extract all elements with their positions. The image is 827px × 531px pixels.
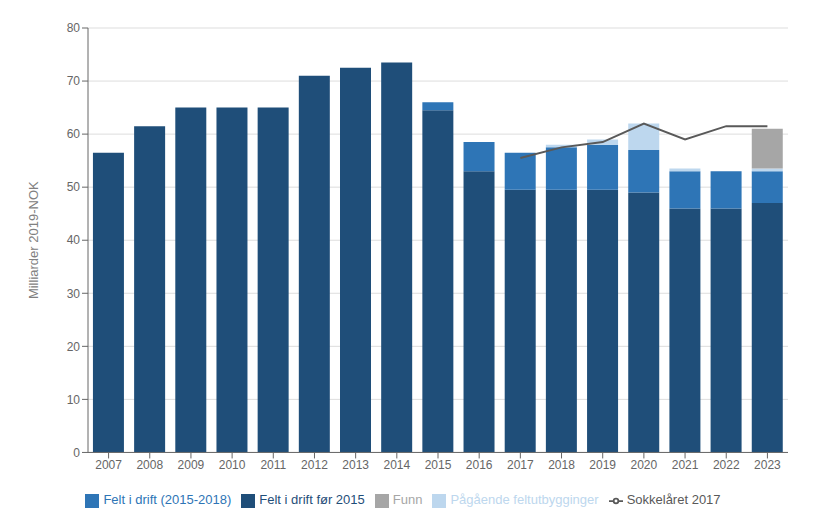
svg-text:70: 70 (67, 74, 81, 88)
svg-text:80: 80 (67, 21, 81, 35)
svg-text:50: 50 (67, 180, 81, 194)
svg-text:2022: 2022 (713, 458, 740, 472)
svg-text:2014: 2014 (383, 458, 410, 472)
svg-text:30: 30 (67, 287, 81, 301)
svg-text:0: 0 (73, 446, 80, 460)
svg-text:Milliarder 2019-NOK: Milliarder 2019-NOK (26, 181, 41, 299)
svg-text:2009: 2009 (178, 458, 205, 472)
svg-text:2016: 2016 (466, 458, 493, 472)
svg-text:2017: 2017 (507, 458, 534, 472)
html-text:Sokkelåret 2017: Sokkelåret 2017 (626, 492, 721, 508)
svg-text:20: 20 (67, 340, 81, 354)
html-text:Felt i drift før 2015: Felt i drift før 2015 (259, 492, 365, 508)
svg-text:2023: 2023 (754, 458, 781, 472)
svg-text:2012: 2012 (301, 458, 328, 472)
svg-text:2007: 2007 (95, 458, 122, 472)
svg-text:40: 40 (67, 233, 81, 247)
svg-text:60: 60 (67, 127, 81, 141)
svg-text:2015: 2015 (425, 458, 452, 472)
html-text:Pågående feltutbygginger: Pågående feltutbygginger (450, 492, 599, 508)
svg-text:2010: 2010 (219, 458, 246, 472)
svg-text:2019: 2019 (589, 458, 616, 472)
svg-text:2021: 2021 (672, 458, 699, 472)
svg-text:2013: 2013 (342, 458, 369, 472)
svg-text:2011: 2011 (260, 458, 286, 472)
svg-text:2008: 2008 (136, 458, 163, 472)
html-text:Funn: Funn (392, 492, 423, 508)
svg-text:2018: 2018 (548, 458, 575, 472)
html-text:Felt i drift (2015-2018): Felt i drift (2015-2018) (103, 492, 232, 508)
svg-text:2020: 2020 (631, 458, 658, 472)
svg-text:10: 10 (67, 393, 81, 407)
